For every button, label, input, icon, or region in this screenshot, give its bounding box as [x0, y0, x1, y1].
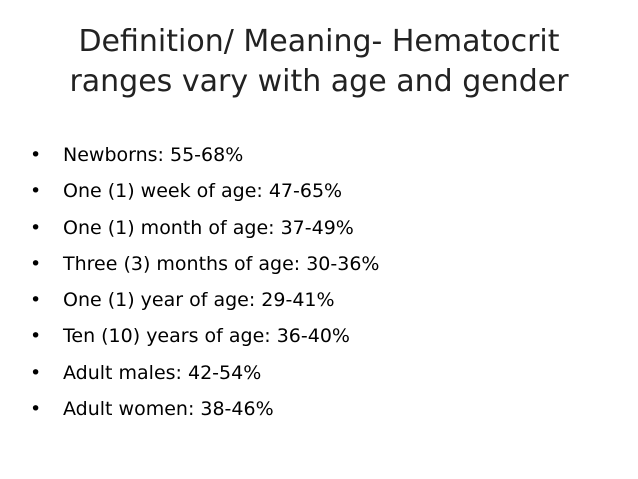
bullet-text: Newborns: 55-68% — [63, 144, 244, 166]
bullet-text: One (1) week of age: 47-65% — [63, 180, 343, 203]
title-line: Definition/ Meaning- Hematocrit — [78, 24, 560, 59]
title-line: ranges vary with age and gender — [69, 64, 569, 99]
bullet-item: • One (1) year of age: 29-41% — [30, 282, 379, 318]
bullet-dot: • — [30, 180, 42, 203]
bullet-item: • Three (3) months of age: 30-36% — [30, 246, 379, 282]
bullet-text: One (1) year of age: 29-41% — [63, 289, 335, 312]
bullet-item: • One (1) month of age: 37-49% — [30, 210, 379, 246]
bullet-text: Adult males: 42-54% — [63, 361, 262, 384]
bullet-list: • Newborns: 55-68% • One (1) week of age: 4… — [30, 137, 379, 427]
bullet-text: Three (3) months of age: 30-36% — [63, 252, 380, 275]
bullet-dot: • — [30, 252, 42, 275]
bullet-item: • Adult males: 42-54% — [30, 355, 379, 391]
bullet-dot: • — [30, 216, 42, 239]
bullet-item: • One (1) week of age: 47-65% — [30, 173, 379, 209]
bullet-text: One (1) month of age: 37-49% — [63, 216, 354, 239]
slide-title: Definition/ Meaning- Hematocrit ranges va… — [0, 22, 638, 102]
bullet-dot: • — [30, 325, 42, 348]
bullet-item: • Adult women: 38-46% — [30, 391, 379, 427]
bullet-item: • Newborns: 55-68% — [30, 137, 379, 173]
bullet-dot: • — [30, 398, 42, 421]
bullet-dot: • — [30, 361, 42, 384]
bullet-text: Adult women: 38-46% — [63, 398, 274, 421]
bullet-dot: • — [30, 289, 42, 312]
bullet-dot: • — [30, 144, 42, 166]
bullet-text: Ten (10) years of age: 36-40% — [63, 325, 350, 348]
bullet-item: • Ten (10) years of age: 36-40% — [30, 318, 379, 354]
